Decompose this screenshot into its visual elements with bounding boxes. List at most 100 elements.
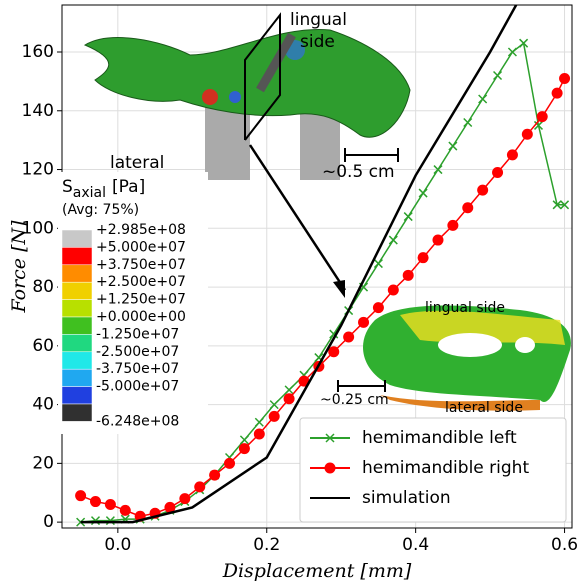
marker	[478, 94, 488, 104]
colorbar-label: +0.000e+00	[96, 309, 186, 325]
x-axis-label: Displacement [mm]	[222, 560, 412, 582]
marker	[372, 302, 384, 314]
colorbar: Saxial [Pa] (Avg: 75%) +2.985e+08+5.000e+…	[58, 172, 208, 434]
colorbar-note: (Avg: 75%)	[62, 202, 139, 218]
series-line	[80, 78, 566, 518]
colorbar-label: -5.000e+07	[96, 379, 179, 395]
y-tick-label: 140	[22, 101, 54, 121]
legend-label: hemimandible right	[362, 458, 529, 478]
colorbar-label: +3.750e+07	[96, 257, 186, 273]
colorbar-label: -6.248e+08	[96, 413, 179, 429]
y-tick-label: 40	[32, 395, 54, 415]
colorbar-swatch	[61, 299, 93, 318]
marker	[402, 269, 414, 281]
annotation: lateral side	[445, 400, 523, 416]
marker	[417, 252, 429, 264]
y-axis-label: Force [N]	[8, 220, 30, 314]
marker	[551, 87, 563, 99]
x-tick-label: 0.2	[253, 535, 280, 555]
marker	[239, 435, 249, 445]
y-tick-label: 160	[22, 42, 54, 62]
colorbar-label: +2.985e+08	[96, 222, 186, 238]
annotation: lateral	[110, 153, 164, 173]
marker	[343, 331, 355, 343]
colorbar-swatch	[61, 403, 93, 422]
marker	[164, 501, 176, 513]
colorbar-swatch	[61, 368, 93, 387]
colorbar-label: -1.250e+07	[96, 326, 179, 342]
marker	[506, 149, 518, 161]
marker	[75, 490, 87, 502]
x-tick-label: 0.6	[551, 535, 578, 555]
series-line	[80, 5, 518, 524]
series-group	[75, 5, 571, 527]
annotation: lingual	[290, 10, 347, 30]
marker	[283, 393, 295, 405]
colorbar-swatch	[61, 281, 93, 300]
marker	[432, 234, 444, 246]
marker	[298, 375, 310, 387]
marker	[90, 496, 102, 508]
marker	[560, 200, 570, 210]
legend-label: hemimandible left	[362, 428, 517, 448]
marker	[209, 469, 221, 481]
marker	[373, 259, 383, 269]
y-tick-label: 120	[22, 160, 54, 180]
marker	[433, 165, 443, 175]
legend-marker	[325, 433, 335, 443]
colorbar-unit: [Pa]	[112, 177, 145, 197]
marker	[179, 493, 191, 505]
marker	[519, 38, 529, 48]
marker	[253, 428, 265, 440]
marker	[119, 504, 131, 516]
colorbar-swatch	[61, 247, 93, 266]
legend-label: simulation	[362, 488, 451, 508]
x-tick-label: 0.0	[104, 535, 131, 555]
legend-marker	[324, 462, 336, 474]
marker	[418, 188, 428, 198]
marker	[387, 284, 399, 296]
marker	[463, 117, 473, 128]
marker	[388, 235, 398, 245]
colorbar-subscript: axial	[73, 185, 106, 201]
annotation: ~0.25 cm	[320, 392, 389, 408]
marker	[328, 346, 340, 358]
mandible-image	[83, 12, 571, 411]
marker	[492, 166, 504, 178]
marker	[268, 410, 280, 422]
y-tick-label: 80	[32, 277, 54, 297]
marker	[477, 184, 489, 196]
y-tick-label: 20	[32, 453, 54, 473]
marker	[224, 457, 236, 469]
marker	[533, 120, 544, 130]
marker	[238, 443, 250, 455]
colorbar-label: -3.750e+07	[96, 361, 179, 377]
y-tick-label: 0	[43, 512, 54, 532]
marker	[507, 47, 517, 57]
colorbar-swatch	[61, 264, 93, 283]
marker	[358, 316, 370, 328]
marker	[447, 219, 459, 231]
x-tick-label: 0.4	[402, 535, 429, 555]
y-tick-label: 60	[32, 336, 54, 356]
marker	[462, 202, 474, 214]
colorbar-label: +5.000e+07	[96, 239, 186, 255]
annotation: ~0.5 cm	[322, 162, 395, 182]
annotation: lingual side	[425, 300, 505, 316]
colorbar-label: +2.500e+07	[96, 274, 186, 290]
marker	[104, 498, 116, 510]
marker	[194, 481, 206, 493]
colorbar-swatch	[61, 351, 93, 370]
colorbar-swatch	[61, 316, 93, 335]
marker	[552, 200, 562, 210]
annotation: side	[300, 32, 335, 52]
colorbar-label: +1.250e+07	[96, 292, 186, 308]
y-tick-label: 100	[22, 218, 54, 238]
colorbar-label: -2.500e+07	[96, 344, 179, 360]
legend-box	[299, 417, 567, 523]
marker	[269, 400, 279, 410]
colorbar-title-s: S	[62, 177, 73, 197]
marker	[536, 111, 548, 123]
marker	[493, 70, 503, 81]
